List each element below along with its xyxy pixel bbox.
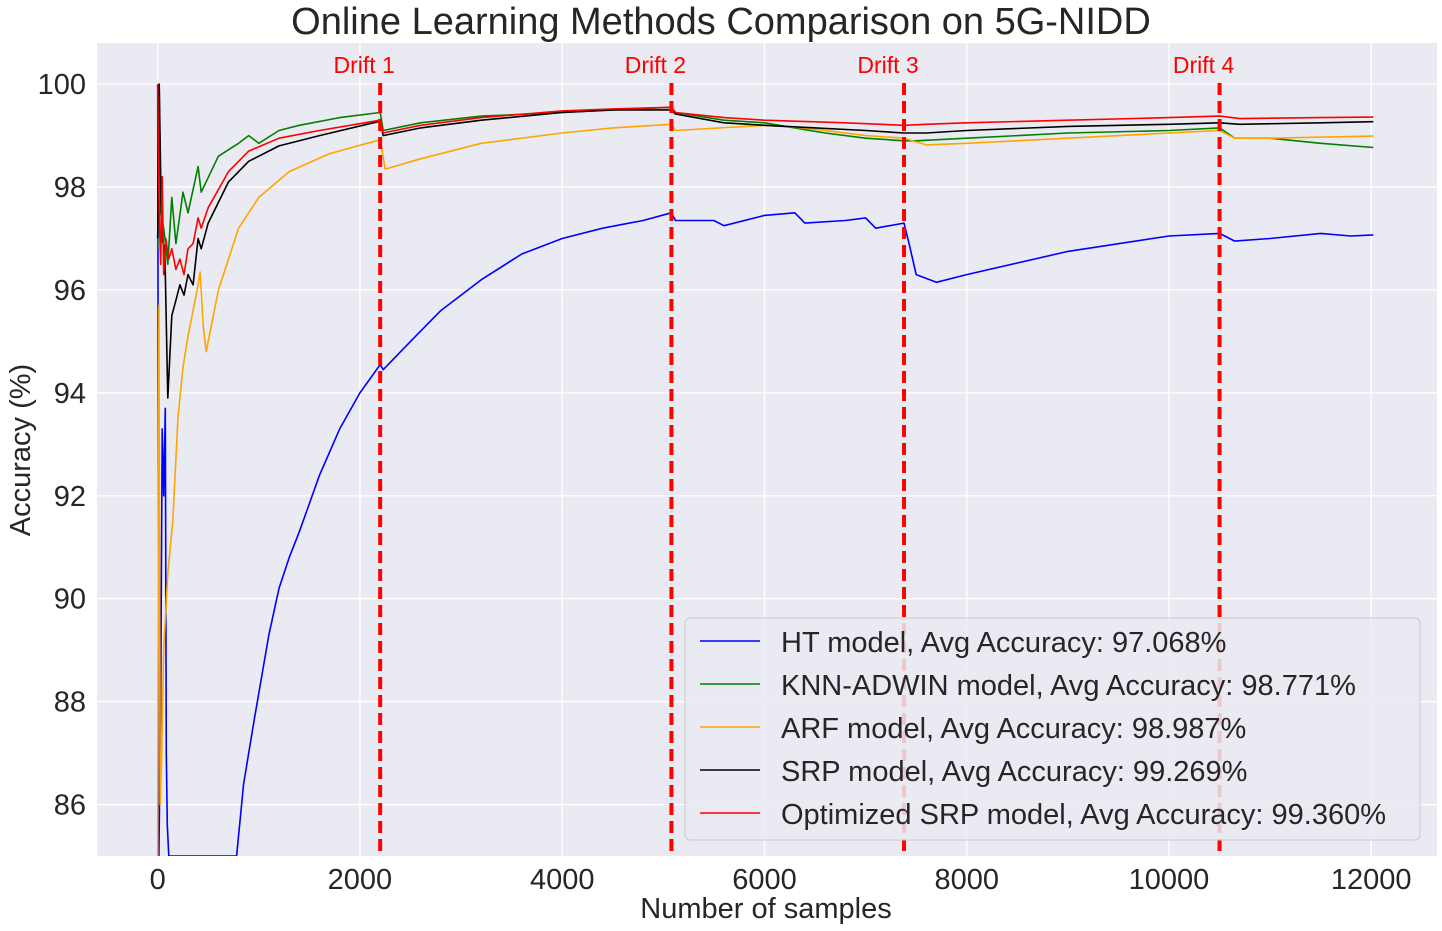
y-tick-labels: 86 88 90 92 94 96 98 100 [38,69,86,821]
legend-box [684,617,1421,841]
x-tick-label: 12000 [1331,864,1412,896]
x-tick-label: 0 [150,864,166,896]
drift-markers: Drift 1 Drift 2 Drift 3 Drift 4 [333,52,1234,856]
legend-label-2: KNN-ADWIN model, Avg Accuracy: 98.771% [781,670,1356,702]
y-axis-label: Accuracy (%) [5,364,37,536]
y-tick-label: 98 [54,172,86,204]
x-tick-label: 4000 [530,864,595,896]
y-tick-label: 96 [54,275,86,307]
series-line-1 [156,84,1374,856]
x-axis-label: Number of samples [640,893,891,925]
series-line-5 [156,84,1374,276]
drift-label-1: Drift 1 [333,52,394,78]
legend-label-3: ARF model, Avg Accuracy: 98.987% [781,713,1246,745]
x-tick-label: 10000 [1129,864,1210,896]
legend-label-1: HT model, Avg Accuracy: 97.068% [781,627,1226,659]
x-tick-labels: 0 2000 4000 6000 8000 10000 12000 [150,864,1412,896]
x-tick-label: 6000 [732,864,797,896]
legend-label-5: Optimized SRP model, Avg Accuracy: 99.36… [781,799,1386,831]
grid-lines [97,43,1437,856]
y-tick-label: 94 [54,378,86,410]
y-tick-label: 100 [38,69,86,101]
x-tick-label: 8000 [934,864,999,896]
legend: HT model, Avg Accuracy: 97.068% KNN-ADWIN… [684,617,1421,841]
y-tick-label: 88 [54,687,86,719]
series-line-2 [156,83,1374,266]
drift-label-3: Drift 3 [857,52,918,78]
series-line-3 [156,123,1374,856]
y-tick-label: 92 [54,481,86,513]
x-tick-label: 2000 [328,864,393,896]
y-tick-label: 86 [54,790,86,822]
legend-label-4: SRP model, Avg Accuracy: 99.269% [781,756,1247,788]
drift-label-2: Drift 2 [625,52,686,78]
y-tick-label: 90 [54,584,86,616]
drift-label-4: Drift 4 [1173,52,1235,78]
chart-title: Online Learning Methods Comparison on 5G… [291,1,1151,43]
